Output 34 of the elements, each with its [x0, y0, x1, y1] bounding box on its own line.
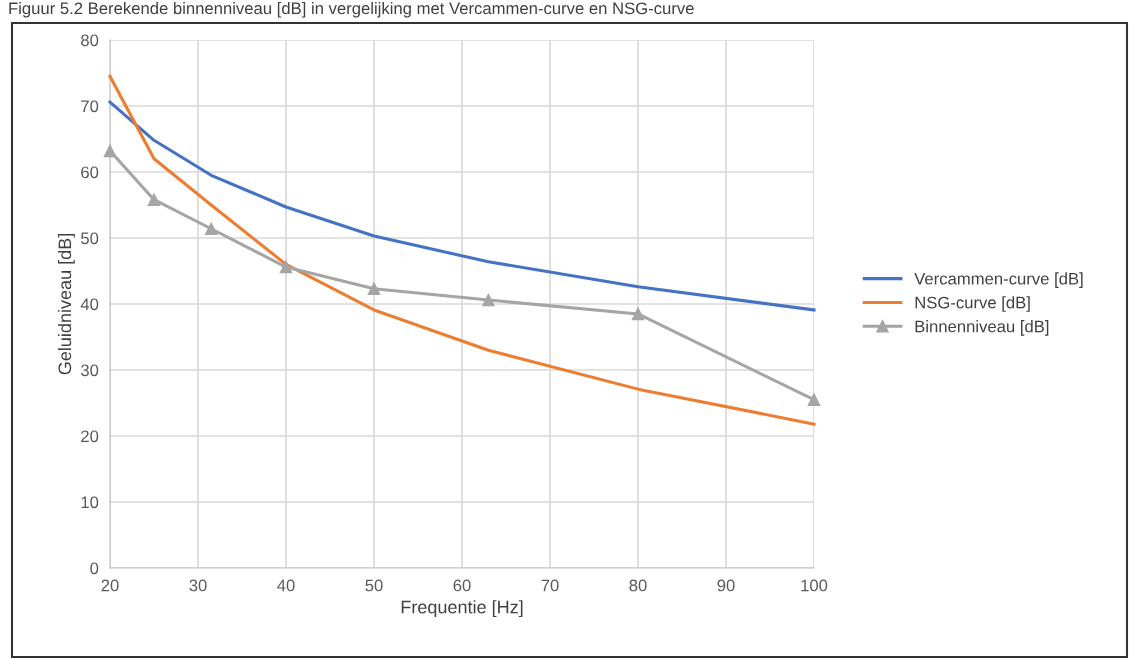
legend-label: NSG-curve [dB]: [915, 296, 1030, 312]
x-tick-label: 60: [453, 579, 471, 592]
point: [807, 393, 821, 406]
x-tick-label: 100: [801, 579, 828, 592]
y-tick-label: 30: [80, 364, 99, 377]
y-tick-label: 40: [80, 298, 99, 311]
y-tick-label: 60: [81, 166, 99, 179]
point: [367, 282, 381, 296]
y-tick-label: 70: [81, 100, 99, 113]
x-tick-label: 50: [365, 579, 383, 592]
x-tick-label: 70: [541, 579, 559, 592]
legend-label: Binnenniveau [dB]: [915, 320, 1049, 336]
point: [482, 293, 495, 307]
y-tick-label: 0: [90, 562, 99, 575]
line-series: [108, 74, 816, 426]
point: [204, 222, 218, 236]
point: [147, 193, 161, 206]
y-axis-title: Geluidniveau [dB]: [57, 234, 75, 375]
x-tick-label: 90: [717, 579, 735, 592]
x-tick-label: 30: [189, 579, 207, 592]
x-tick-label: 40: [277, 579, 295, 592]
point: [103, 144, 117, 158]
y-tick-label: 10: [81, 496, 99, 509]
point: [631, 307, 645, 321]
y-tick-label: 80: [81, 34, 99, 47]
x-tick-label: 20: [101, 579, 119, 592]
chart-title: Figuur 5.2 Berekende binnenniveau [dB] in vergelijking met Vercammen-curve en NSG-curve: [9, 2, 694, 18]
x-axis-title: Frequentie [Hz]: [401, 600, 523, 618]
legend-label: Vercammen-curve [dB]: [914, 272, 1083, 288]
y-tick-label: 20: [81, 430, 99, 443]
line-series: [108, 100, 816, 312]
point: [279, 260, 293, 274]
x-tick-label: 80: [629, 579, 647, 592]
y-tick-label: 50: [81, 232, 99, 245]
